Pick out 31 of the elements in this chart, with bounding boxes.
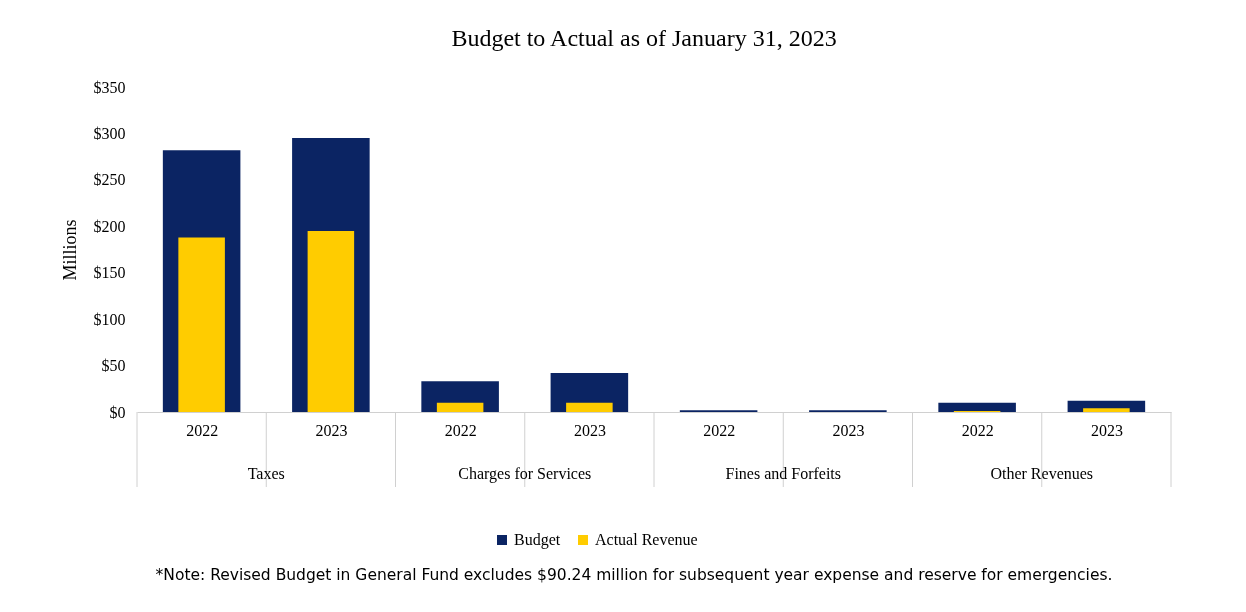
legend-label: Budget: [514, 531, 561, 549]
bar: [938, 402, 1016, 412]
bar: [436, 402, 484, 412]
y-tick-label: $300: [93, 124, 126, 142]
y-tick-label: $200: [93, 217, 126, 235]
x-tick-label: 2022: [444, 421, 477, 439]
bar: [566, 402, 613, 412]
x-tick-label: 2023: [832, 421, 865, 439]
y-tick-label: $50: [101, 357, 126, 375]
y-tick-label: $350: [93, 78, 126, 96]
x-tick-label: 2022: [703, 421, 736, 439]
x-tick-label: 2023: [315, 421, 348, 439]
bar: [307, 230, 355, 412]
text: Charges for Services: [458, 465, 592, 483]
y-axis-title: Millions: [59, 219, 80, 281]
text: *Note: Revised Budget in General Fund excludes $90.24 million for subsequent year expense and reserve for emergencies.: [155, 566, 1113, 584]
text: Fines and Forfeits: [725, 465, 842, 482]
text: Other Revenues: [990, 465, 1094, 482]
y-tick-label: $150: [93, 264, 126, 282]
legend-label: Actual Revenue: [595, 531, 698, 548]
x-tick-label: 2022: [186, 421, 219, 439]
x-tick-label: 2023: [573, 421, 606, 439]
y-tick-label: $0: [109, 403, 126, 421]
bar: [178, 237, 225, 412]
y-tick-label: $250: [93, 171, 126, 189]
bar: [1083, 408, 1130, 412]
y-tick-label: $100: [93, 310, 126, 328]
x-tick-label: 2022: [961, 421, 994, 439]
x-tick-label: 2023: [1090, 421, 1123, 439]
text: Taxes: [247, 465, 285, 482]
chart-title: Budget to Actual as of January 31, 2023: [451, 25, 837, 51]
